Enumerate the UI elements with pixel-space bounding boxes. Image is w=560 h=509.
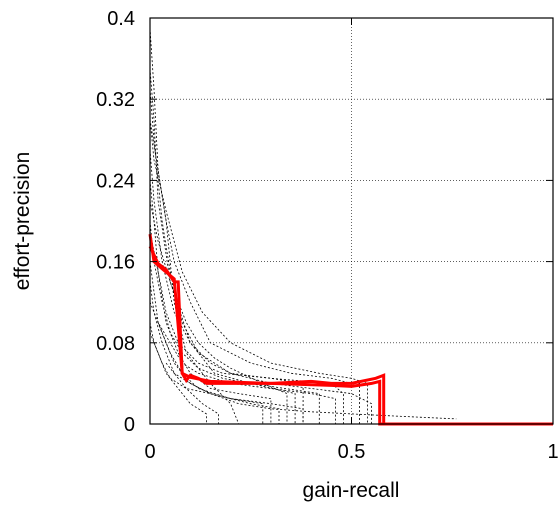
background-series-group xyxy=(149,28,457,425)
background-series-line xyxy=(149,281,219,424)
highlight-series-line xyxy=(148,233,553,426)
background-series-line xyxy=(149,231,344,424)
background-series-line xyxy=(149,89,373,424)
x-tick-label: 0 xyxy=(144,441,155,463)
x-axis-ticks: 0 0.5 1 xyxy=(144,18,559,463)
background-series-line xyxy=(157,322,457,420)
highlight-series-group xyxy=(148,233,553,426)
background-series-line xyxy=(149,119,361,424)
y-tick-label: 0.08 xyxy=(96,333,135,355)
background-series-line xyxy=(149,119,369,424)
y-axis-ticks: 0 0.08 0.16 0.24 0.32 0.4 xyxy=(96,8,553,436)
background-series-line xyxy=(165,362,304,424)
y-tick-label: 0.16 xyxy=(96,252,135,274)
y-axis-label: effort-precision xyxy=(11,152,34,291)
background-series-line xyxy=(149,149,304,424)
background-series-line xyxy=(149,200,288,424)
x-tick-label: 1 xyxy=(547,441,558,463)
background-series-line xyxy=(149,68,296,424)
y-tick-label: 0.24 xyxy=(96,170,135,192)
highlight-series-line xyxy=(148,245,553,426)
x-axis-label: gain-recall xyxy=(303,479,400,502)
background-series-line xyxy=(149,261,264,424)
y-tick-label: 0 xyxy=(124,414,135,436)
background-series-line xyxy=(149,180,272,424)
x-tick-label: 0.5 xyxy=(338,441,366,463)
background-series-line xyxy=(149,332,207,424)
y-tick-label: 0.32 xyxy=(96,89,135,111)
grid-lines xyxy=(150,18,553,424)
background-series-line xyxy=(149,322,280,424)
background-series-line xyxy=(149,220,320,424)
y-tick-label: 0.4 xyxy=(107,8,135,30)
background-series-line xyxy=(149,302,336,424)
